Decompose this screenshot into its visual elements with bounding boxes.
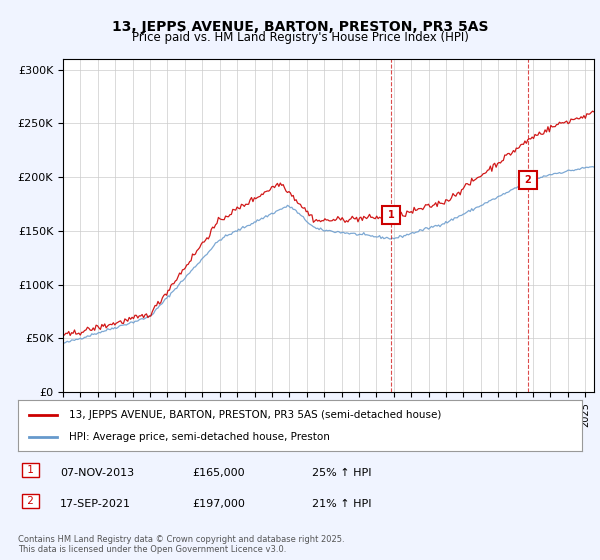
Text: £197,000: £197,000 (192, 499, 245, 509)
Text: £165,000: £165,000 (192, 468, 245, 478)
Text: 25% ↑ HPI: 25% ↑ HPI (312, 468, 371, 478)
Text: 13, JEPPS AVENUE, BARTON, PRESTON, PR3 5AS: 13, JEPPS AVENUE, BARTON, PRESTON, PR3 5… (112, 20, 488, 34)
Text: Price paid vs. HM Land Registry's House Price Index (HPI): Price paid vs. HM Land Registry's House … (131, 31, 469, 44)
Text: 13, JEPPS AVENUE, BARTON, PRESTON, PR3 5AS (semi-detached house): 13, JEPPS AVENUE, BARTON, PRESTON, PR3 5… (69, 409, 441, 419)
Text: HPI: Average price, semi-detached house, Preston: HPI: Average price, semi-detached house,… (69, 432, 329, 442)
Text: 1: 1 (24, 465, 37, 475)
Text: 17-SEP-2021: 17-SEP-2021 (60, 499, 131, 509)
Text: 2: 2 (24, 496, 37, 506)
Text: 21% ↑ HPI: 21% ↑ HPI (312, 499, 371, 509)
Text: 07-NOV-2013: 07-NOV-2013 (60, 468, 134, 478)
Text: Contains HM Land Registry data © Crown copyright and database right 2025.
This d: Contains HM Land Registry data © Crown c… (18, 535, 344, 554)
Text: 2: 2 (524, 175, 532, 185)
Text: 1: 1 (388, 209, 395, 220)
